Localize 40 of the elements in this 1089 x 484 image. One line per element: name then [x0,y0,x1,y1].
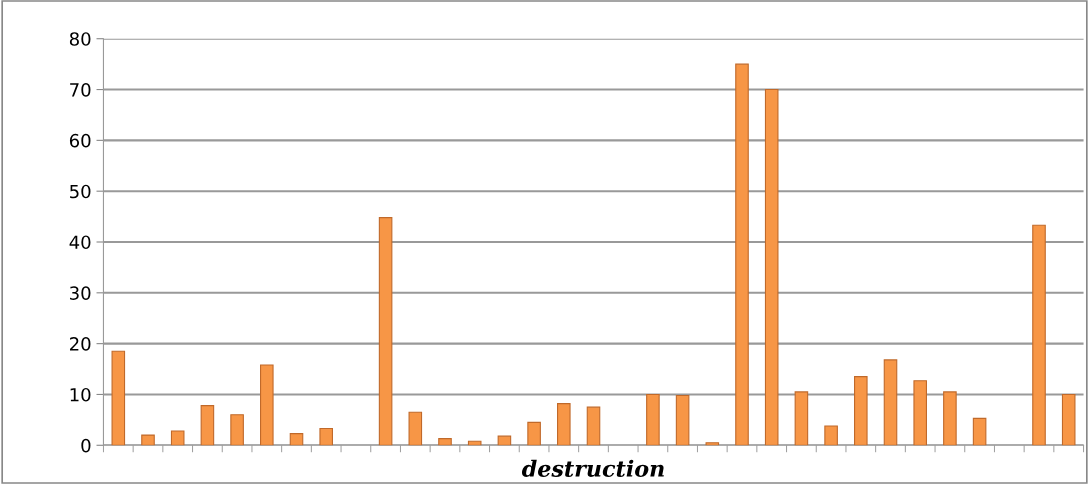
bar [854,376,868,446]
bar [646,393,660,446]
bar [824,425,838,446]
y-tick-label: 60 [69,133,91,148]
bar [943,391,957,446]
bar [467,440,482,446]
bar [111,350,126,446]
bar [972,417,987,446]
bar [378,217,393,446]
y-tick-label: 40 [69,235,91,250]
y-tick-label: 20 [70,337,91,351]
bar [913,380,927,446]
bar [289,433,304,446]
y-tick-label: 30 [70,286,91,300]
bar [764,88,779,446]
bar [170,430,185,446]
bar [735,63,749,446]
bar [794,391,809,446]
bar [557,403,571,446]
bar [497,435,512,446]
y-tick-label: 70 [70,83,91,97]
y-tick-label: 10 [70,387,91,402]
bar [230,414,244,446]
y-tick-label: 0 [81,438,91,453]
y-tick-label: 50 [70,184,91,199]
bar [883,359,898,446]
bar [705,442,720,446]
bar [675,394,690,446]
bar [319,427,333,446]
bar [1061,393,1076,446]
bar [586,406,601,446]
x-axis-title: destruction [521,459,664,477]
bar [141,434,155,446]
bar [200,405,215,446]
bar [260,364,274,446]
bar [438,438,452,446]
bar [1032,224,1046,446]
bar [527,421,541,446]
y-tick-label: 80 [69,32,91,46]
bar [408,411,423,446]
